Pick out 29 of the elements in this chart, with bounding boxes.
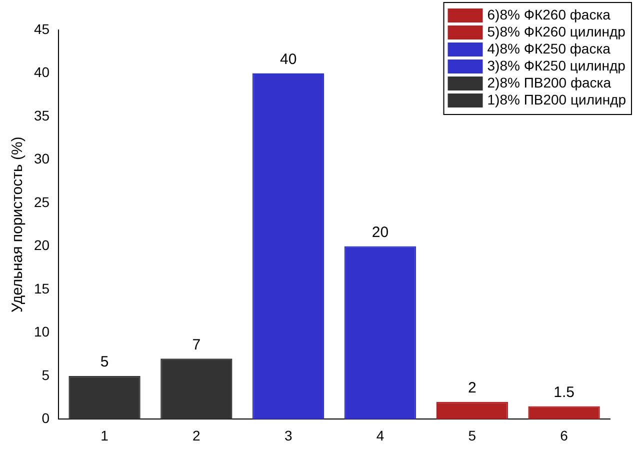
y-tick-label: 30 [34, 150, 50, 167]
x-tick-label: 5 [468, 427, 476, 444]
y-tick-label: 5 [42, 366, 50, 383]
y-tick-label: 45 [34, 20, 50, 37]
x-tick-label: 2 [192, 427, 201, 444]
legend-label: 2)8% ПВ200 фаска [487, 74, 612, 90]
data-label: 20 [372, 224, 389, 241]
y-axis-title: Удельная пористость (%) [9, 136, 26, 313]
legend-label: 3)8% ФК250 цилиндр [487, 57, 626, 74]
y-tick-label: 40 [34, 64, 50, 80]
y-tick-label: 20 [34, 237, 50, 254]
data-label: 5 [100, 354, 109, 371]
x-tick-label: 3 [284, 427, 292, 444]
y-tick-label: 35 [34, 107, 50, 124]
x-tick-label: 4 [376, 427, 384, 444]
legend-label: 1)8% ПВ200 цилиндр [487, 91, 626, 108]
y-tick-label: 15 [34, 280, 50, 296]
data-label: 2 [468, 380, 476, 397]
legend-label: 6)8% ФК260 фаска [487, 6, 611, 22]
data-label: 1.5 [554, 384, 574, 401]
x-tick-label: 6 [560, 427, 568, 444]
y-tick-label: 10 [34, 324, 50, 340]
y-tick-label: 0 [42, 410, 50, 426]
data-label: 40 [280, 50, 297, 68]
x-tick-label: 1 [100, 427, 109, 444]
legend-label: 5)8% ФК260 цилиндр [487, 23, 626, 40]
legend-label: 4)8% ФК250 фаска [487, 40, 611, 56]
data-label: 7 [192, 336, 201, 354]
y-tick-label: 25 [34, 194, 50, 210]
